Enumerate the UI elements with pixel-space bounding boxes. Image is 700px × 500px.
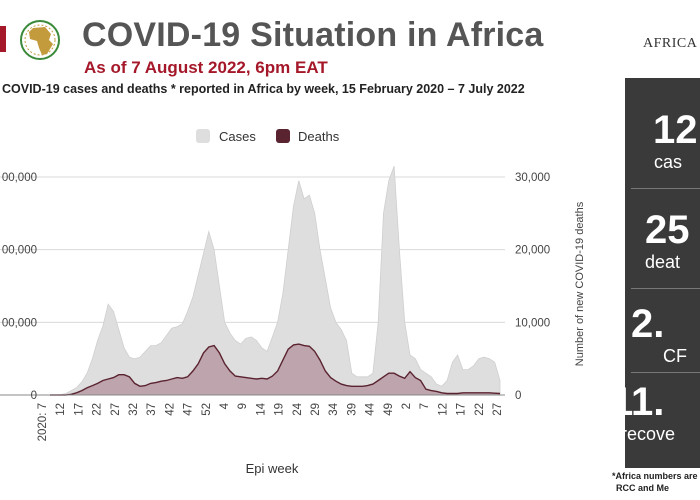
- x-tick-label: 14: [255, 402, 267, 415]
- stat-cfr-label: CF: [663, 346, 687, 366]
- x-tick-label: 49: [383, 403, 395, 416]
- page-subtitle: As of 7 August 2022, 6pm EAT: [84, 58, 328, 77]
- africa-cdc-logo: [0, 20, 60, 60]
- summary-panel: 12 cas 25 deat 2. CF 11. recove: [625, 78, 700, 468]
- y-right-tick-label: 30,000: [515, 172, 550, 184]
- x-tick-label: 22: [92, 403, 104, 416]
- stat-cases: 12 cas: [653, 110, 700, 172]
- x-axis-label: Epi week: [246, 461, 299, 476]
- chart-caption: COVID-19 cases and deaths * reported in …: [2, 82, 525, 96]
- footnote: *Africa numbers are RCC and Me: [612, 470, 700, 494]
- x-tick-label: 27: [492, 403, 504, 416]
- page-title: COVID-19 Situation in Africa: [82, 16, 544, 54]
- grid-lines: [0, 176, 505, 323]
- x-tick-label: 37: [146, 403, 158, 416]
- cases-area: [50, 165, 501, 396]
- x-tick-label: 2: [401, 403, 413, 409]
- x-tick-label: 4: [219, 402, 231, 409]
- x-ticks: 2020: 7 12 17 22 27 32 37 42 47 52 4 9 14 19 24 29 34 39 4…: [37, 402, 504, 441]
- x-tick-label: 52: [201, 403, 213, 416]
- deaths-area: [50, 344, 500, 395]
- y-right-tick-label: 20,000: [515, 245, 550, 257]
- y-left-tick-label: 00,000: [2, 245, 37, 257]
- y-left-tick-label: 0: [31, 390, 37, 402]
- x-tick-label: 17: [73, 403, 85, 416]
- y-left-ticks: 0 00,000 00,000 00,000: [2, 172, 37, 402]
- stat-cases-label: cas: [654, 152, 683, 172]
- legend-cases-swatch: [196, 129, 210, 143]
- x-tick-label: 44: [365, 402, 377, 415]
- legend-deaths-label: Deaths: [298, 129, 340, 144]
- x-tick-label: 7: [419, 403, 431, 409]
- brand-label: AFRICA: [643, 36, 698, 51]
- stat-recovered-value: 11.: [625, 380, 665, 424]
- y-left-tick-label: 00,000: [2, 172, 37, 184]
- panel-divider: [631, 372, 700, 373]
- x-tick-label: 27: [110, 403, 122, 416]
- panel-divider: [631, 188, 700, 189]
- stat-recovered: 11. recove: [625, 382, 700, 444]
- stat-deaths-label: deat: [645, 252, 681, 272]
- x-tick-label: 12: [55, 403, 67, 416]
- x-tick-label: 29: [310, 403, 322, 416]
- y-right-axis-label: Number of new COVID-19 deaths: [574, 201, 586, 366]
- x-tick-label: 9: [237, 403, 249, 409]
- x-tick-label: 19: [274, 403, 286, 416]
- y-left-tick-label: 00,000: [2, 317, 37, 329]
- x-tick-label: 42: [164, 403, 176, 416]
- deaths-line: [50, 343, 501, 396]
- y-right-tick-label: 10,000: [515, 317, 550, 329]
- x-tick-label: 17: [456, 403, 468, 416]
- stat-cfr: 2. CF: [631, 304, 700, 366]
- y-right-tick-label: 0: [515, 390, 521, 402]
- x-tick-label: 32: [128, 403, 140, 416]
- footnote-line-2: RCC and Me: [616, 483, 670, 493]
- x-tick-label: 34: [328, 402, 340, 415]
- panel-divider: [631, 288, 700, 289]
- stat-deaths-value: 25: [645, 208, 690, 252]
- legend-cases-label: Cases: [219, 129, 256, 144]
- stat-deaths: 25 deat: [645, 210, 700, 272]
- x-tick-label: 12: [437, 403, 449, 416]
- x-tick-label: 2020: 7: [37, 403, 49, 441]
- stat-cases-value: 12: [653, 108, 698, 152]
- x-tick-label: 24: [292, 402, 304, 415]
- x-tick-label: 22: [474, 403, 486, 416]
- chart-legend: Cases Deaths: [196, 129, 340, 144]
- footnote-line-1: *Africa numbers are: [612, 471, 698, 481]
- x-tick-label: 39: [346, 403, 358, 416]
- y-right-ticks: 0 10,000 20,000 30,000: [515, 172, 550, 402]
- legend-deaths-swatch: [276, 129, 290, 143]
- stat-recovered-label: recove: [625, 424, 676, 444]
- cases-deaths-chart: Cases Deaths 0 00,000 00,000 00,000 0 10,000…: [0, 129, 586, 476]
- stat-cfr-value: 2.: [631, 302, 665, 346]
- x-tick-label: 47: [183, 403, 195, 416]
